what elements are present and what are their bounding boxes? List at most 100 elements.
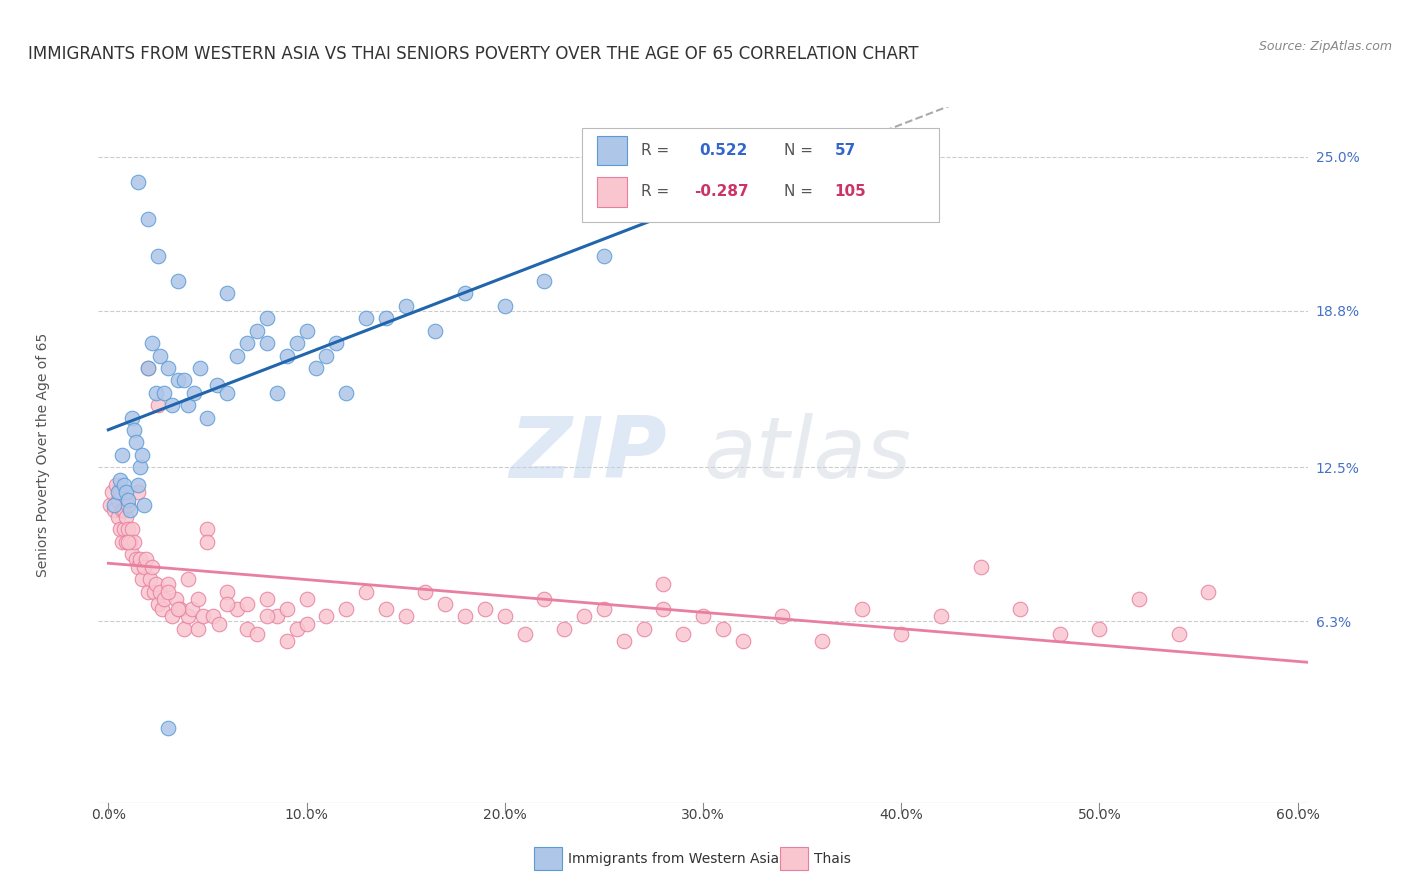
Point — [176, 572, 198, 586]
Point — [122, 534, 145, 549]
Point — [533, 592, 555, 607]
Text: Immigrants from Western Asia: Immigrants from Western Asia — [568, 852, 779, 866]
Point — [110, 485, 132, 500]
Point — [315, 349, 337, 363]
Y-axis label: Seniors Poverty Over the Age of 65: Seniors Poverty Over the Age of 65 — [37, 333, 51, 577]
Point — [136, 211, 159, 226]
Point — [1088, 622, 1111, 636]
Point — [107, 510, 129, 524]
Point — [136, 360, 159, 375]
Point — [197, 534, 219, 549]
Point — [890, 627, 912, 641]
Point — [145, 577, 167, 591]
Point — [395, 299, 418, 313]
Point — [1167, 627, 1189, 641]
Point — [149, 584, 172, 599]
Point — [136, 360, 159, 375]
Point — [193, 609, 215, 624]
Point — [202, 609, 225, 624]
Point — [236, 597, 259, 611]
Point — [285, 336, 308, 351]
Point — [156, 721, 179, 735]
Text: Source: ZipAtlas.com: Source: ZipAtlas.com — [1258, 40, 1392, 54]
Point — [125, 552, 148, 566]
Point — [633, 622, 655, 636]
Point — [107, 485, 129, 500]
Text: 105: 105 — [835, 185, 866, 200]
Point — [335, 602, 357, 616]
Point — [305, 360, 328, 375]
Point — [186, 592, 208, 607]
Point — [169, 602, 191, 616]
Point — [851, 602, 873, 616]
Point — [533, 274, 555, 288]
Point — [176, 398, 198, 412]
Point — [160, 609, 183, 624]
Text: R =: R = — [641, 143, 669, 158]
Point — [226, 349, 249, 363]
Point — [474, 602, 496, 616]
Point — [173, 373, 195, 387]
Point — [711, 622, 734, 636]
Point — [103, 502, 125, 516]
Text: N =: N = — [785, 185, 813, 200]
Point — [246, 627, 269, 641]
Point — [593, 602, 616, 616]
Point — [125, 435, 148, 450]
Point — [117, 492, 139, 507]
Point — [236, 336, 259, 351]
Text: R =: R = — [641, 185, 669, 200]
Point — [276, 602, 298, 616]
Point — [127, 175, 149, 189]
Point — [256, 609, 278, 624]
Point — [186, 622, 208, 636]
Point — [146, 249, 169, 263]
Point — [103, 498, 125, 512]
Point — [454, 609, 477, 624]
Point — [117, 534, 139, 549]
Point — [1198, 584, 1220, 599]
Point — [132, 498, 155, 512]
Point — [150, 602, 173, 616]
Point — [197, 523, 219, 537]
Point — [197, 410, 219, 425]
Point — [246, 324, 269, 338]
Point — [117, 523, 139, 537]
Point — [153, 385, 176, 400]
Point — [276, 634, 298, 648]
Point — [374, 311, 396, 326]
Point — [131, 572, 153, 586]
Point — [236, 622, 259, 636]
Point — [295, 324, 318, 338]
Point — [110, 473, 132, 487]
Point — [770, 609, 793, 624]
Point — [929, 609, 952, 624]
Point — [131, 448, 153, 462]
Point — [266, 385, 288, 400]
Point — [593, 249, 616, 263]
Point — [335, 385, 357, 400]
Point — [572, 609, 595, 624]
Point — [146, 398, 169, 412]
Point — [112, 523, 135, 537]
Point — [145, 385, 167, 400]
Point — [127, 485, 149, 500]
Text: N =: N = — [785, 143, 813, 158]
Point — [129, 460, 152, 475]
Point — [207, 378, 229, 392]
Point — [454, 286, 477, 301]
Point — [692, 609, 714, 624]
Point — [129, 552, 152, 566]
Point — [156, 360, 179, 375]
Point — [217, 385, 239, 400]
FancyBboxPatch shape — [596, 178, 627, 207]
Point — [110, 523, 132, 537]
Point — [156, 577, 179, 591]
Point — [354, 311, 377, 326]
Point — [135, 552, 157, 566]
Point — [285, 622, 308, 636]
Point — [374, 602, 396, 616]
Point — [112, 477, 135, 491]
Point — [180, 602, 202, 616]
FancyBboxPatch shape — [582, 128, 939, 222]
